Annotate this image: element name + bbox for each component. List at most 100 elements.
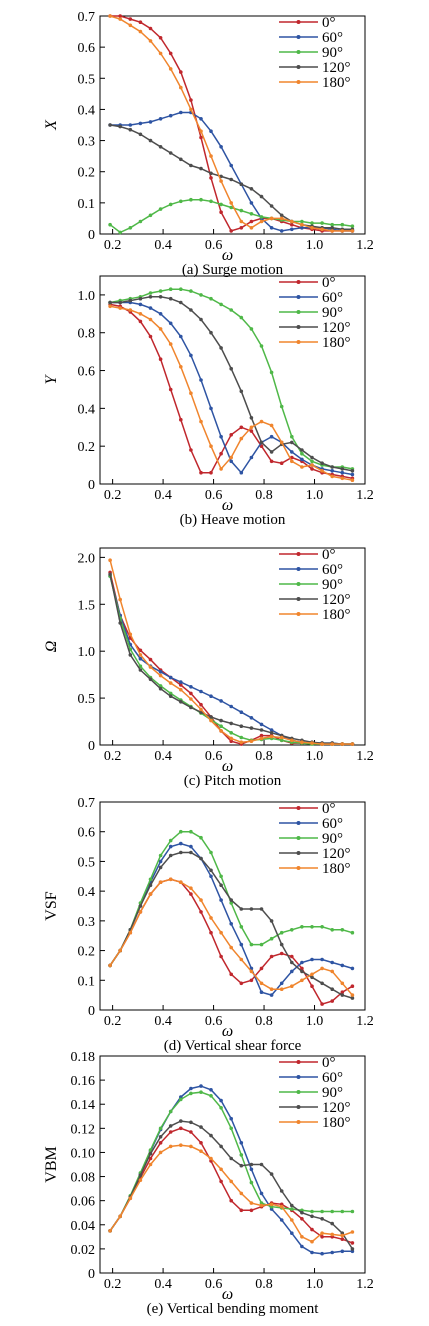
y-tick-label: 0.7 bbox=[78, 10, 96, 25]
series-3 bbox=[108, 1119, 355, 1251]
data-point bbox=[199, 293, 203, 297]
data-point bbox=[290, 227, 294, 232]
data-point bbox=[249, 942, 254, 947]
data-point bbox=[138, 121, 143, 126]
data-point bbox=[189, 1120, 193, 1125]
data-point bbox=[320, 1251, 324, 1256]
data-point bbox=[350, 472, 355, 477]
series-line bbox=[109, 572, 353, 745]
data-point bbox=[320, 469, 324, 473]
data-point bbox=[209, 1156, 213, 1161]
data-point bbox=[259, 440, 264, 445]
data-point bbox=[118, 230, 122, 235]
data-point bbox=[290, 450, 294, 454]
legend-marker bbox=[296, 582, 301, 586]
series-3 bbox=[108, 295, 355, 473]
data-point bbox=[219, 210, 223, 214]
data-point bbox=[219, 1106, 223, 1110]
data-point bbox=[158, 51, 163, 56]
data-point bbox=[219, 145, 223, 149]
data-point bbox=[179, 85, 183, 90]
data-point bbox=[108, 123, 112, 127]
chart-panel-1: 0.2 0.4 0.6 0.8 1.0 1.2 0 0.2 0.4 0.6 0.8 1.0 Yω(b) … bbox=[43, 275, 374, 528]
chart-panel-3: 0.2 0.4 0.6 0.8 1.0 1.2 0 0.1 0.2 0.3 0.4 0.5 0.6 0.7… bbox=[43, 796, 374, 1054]
legend-label: 120° bbox=[322, 846, 351, 862]
panel-caption: (b) Heave motion bbox=[180, 512, 286, 528]
data-point bbox=[290, 1231, 294, 1235]
data-point bbox=[118, 597, 122, 602]
data-point bbox=[229, 229, 233, 233]
data-point bbox=[249, 1208, 254, 1213]
data-point bbox=[209, 171, 213, 176]
data-point bbox=[158, 207, 163, 211]
x-tick-label: 0.6 bbox=[205, 488, 223, 503]
data-point bbox=[219, 898, 223, 902]
data-point bbox=[128, 632, 133, 637]
data-point bbox=[138, 668, 143, 672]
data-point bbox=[199, 129, 203, 133]
data-point bbox=[209, 406, 213, 411]
data-point bbox=[179, 110, 183, 115]
data-point bbox=[219, 1167, 223, 1172]
x-tick-label: 1.0 bbox=[306, 1277, 324, 1292]
data-point bbox=[269, 936, 274, 941]
x-axis-label: ω bbox=[222, 758, 233, 775]
data-point bbox=[179, 1119, 183, 1123]
data-point bbox=[189, 697, 193, 701]
legend-label: 120° bbox=[322, 60, 351, 76]
data-point bbox=[168, 1124, 173, 1128]
series-line bbox=[109, 575, 353, 745]
data-point bbox=[148, 120, 153, 124]
legend-marker bbox=[296, 310, 301, 314]
y-tick-label: 0.4 bbox=[78, 402, 96, 417]
x-tick-label: 1.2 bbox=[356, 238, 374, 253]
data-point bbox=[199, 197, 203, 202]
data-point bbox=[259, 419, 264, 424]
x-tick-label: 1.2 bbox=[356, 1277, 374, 1292]
data-point bbox=[189, 308, 193, 312]
data-point bbox=[300, 448, 304, 452]
data-point bbox=[158, 312, 163, 316]
data-point bbox=[259, 215, 264, 219]
data-point bbox=[249, 425, 254, 430]
data-point bbox=[269, 993, 274, 997]
series-2 bbox=[108, 1090, 355, 1233]
data-point bbox=[229, 972, 233, 977]
x-tick-label: 0.4 bbox=[154, 749, 172, 764]
data-point bbox=[259, 966, 264, 971]
data-point bbox=[189, 892, 193, 896]
data-point bbox=[239, 389, 244, 394]
data-point bbox=[108, 304, 112, 309]
data-point bbox=[199, 702, 203, 707]
series-0 bbox=[108, 1126, 355, 1245]
data-point bbox=[320, 461, 324, 466]
data-point bbox=[199, 317, 203, 322]
data-point bbox=[320, 1235, 324, 1239]
data-point bbox=[168, 675, 173, 680]
data-point bbox=[239, 182, 244, 186]
data-point bbox=[330, 1209, 335, 1214]
data-point bbox=[290, 1207, 294, 1211]
data-point bbox=[158, 1126, 163, 1131]
data-point bbox=[229, 731, 233, 735]
data-point bbox=[189, 850, 193, 855]
data-point bbox=[148, 665, 153, 669]
data-point bbox=[330, 474, 335, 479]
series-0 bbox=[108, 570, 355, 746]
data-point bbox=[259, 722, 264, 727]
data-point bbox=[209, 199, 213, 204]
data-point bbox=[219, 699, 223, 703]
data-point bbox=[259, 444, 264, 449]
data-point bbox=[219, 302, 223, 307]
data-point bbox=[259, 907, 264, 911]
data-point bbox=[340, 467, 345, 471]
y-tick-label: 0.6 bbox=[78, 826, 96, 841]
data-point bbox=[158, 327, 163, 331]
data-point bbox=[269, 954, 274, 959]
data-point bbox=[199, 689, 203, 694]
data-point bbox=[330, 999, 335, 1003]
data-point bbox=[118, 1214, 122, 1219]
x-tick-label: 1.0 bbox=[306, 238, 324, 253]
y-tick-label: 2.0 bbox=[78, 551, 96, 566]
